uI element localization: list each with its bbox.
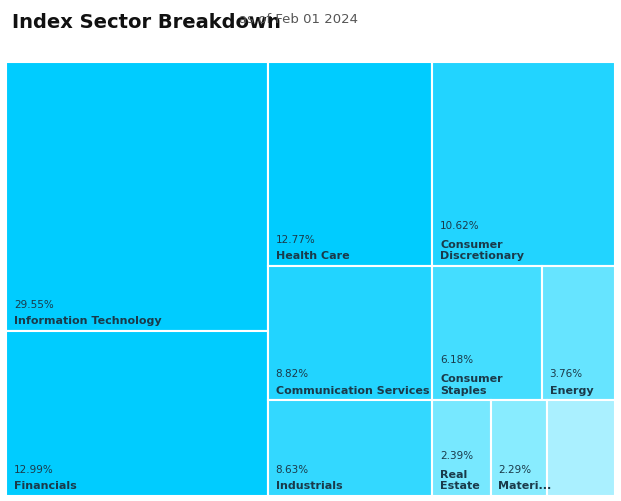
Bar: [432, 401, 491, 496]
Text: Materi...: Materi...: [499, 480, 551, 490]
Text: Energy: Energy: [550, 385, 593, 395]
Text: Consumer
Staples: Consumer Staples: [440, 374, 502, 395]
Text: 10.62%: 10.62%: [440, 220, 479, 230]
Bar: [6, 63, 268, 331]
Bar: [491, 401, 546, 496]
Text: 8.82%: 8.82%: [276, 368, 309, 378]
Text: 12.99%: 12.99%: [14, 464, 54, 474]
Text: Financials: Financials: [14, 480, 77, 490]
Bar: [542, 267, 615, 401]
Text: 3.76%: 3.76%: [550, 368, 582, 378]
Text: Health Care: Health Care: [276, 251, 350, 261]
Text: 29.55%: 29.55%: [14, 299, 54, 309]
Bar: [268, 267, 432, 401]
Bar: [432, 267, 542, 401]
Text: Real
Estate: Real Estate: [440, 469, 480, 490]
Text: Index Sector Breakdown: Index Sector Breakdown: [12, 13, 281, 32]
Text: Industrials: Industrials: [276, 480, 342, 490]
Text: 2.39%: 2.39%: [440, 450, 473, 460]
Text: 2.29%: 2.29%: [499, 464, 532, 474]
Bar: [268, 401, 432, 496]
Text: 6.18%: 6.18%: [440, 355, 473, 365]
Text: Communication Services: Communication Services: [276, 385, 429, 395]
Bar: [546, 401, 615, 496]
Text: as of Feb 01 2024: as of Feb 01 2024: [239, 13, 358, 26]
Text: Information Technology: Information Technology: [14, 316, 161, 326]
Text: Consumer
Discretionary: Consumer Discretionary: [440, 239, 524, 261]
Text: 12.77%: 12.77%: [276, 234, 315, 244]
Text: 8.63%: 8.63%: [276, 464, 309, 474]
Bar: [268, 63, 432, 267]
Bar: [6, 331, 268, 496]
Bar: [432, 63, 615, 267]
